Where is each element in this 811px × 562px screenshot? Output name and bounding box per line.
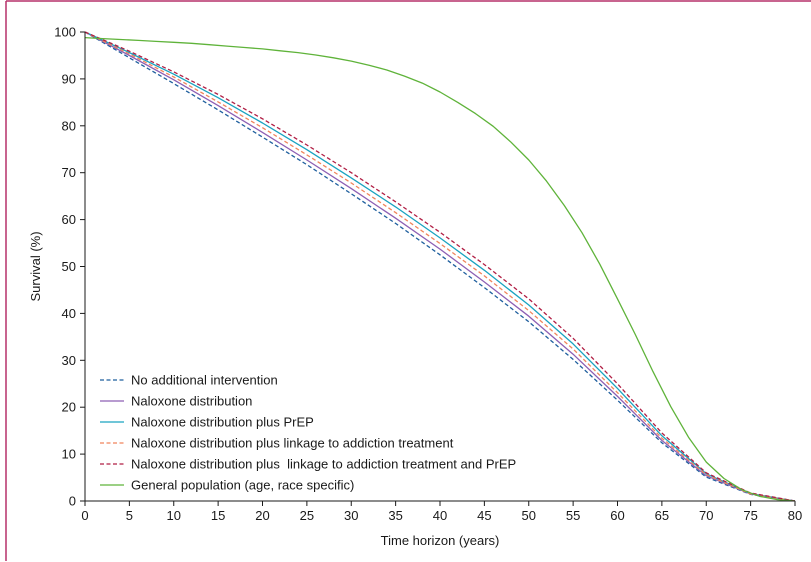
x-tick-label: 30 <box>344 508 358 523</box>
legend-label: Naloxone distribution plus linkage to ad… <box>131 436 454 451</box>
series-line-6 <box>84 36 796 502</box>
x-tick-label: 70 <box>699 508 713 523</box>
y-tick-label: 70 <box>62 165 76 180</box>
y-tick-label: 30 <box>62 353 76 368</box>
legend: No additional intervention Naloxone distr… <box>100 373 516 493</box>
y-tick-label: 80 <box>62 118 76 133</box>
y-tick-label: 50 <box>62 259 76 274</box>
x-tick-label: 45 <box>477 508 491 523</box>
x-tick-label: 10 <box>167 508 181 523</box>
x-tick-label: 20 <box>255 508 269 523</box>
legend-label: No additional intervention <box>131 373 278 388</box>
legend-label: Naloxone distribution plus PrEP <box>131 415 314 430</box>
x-tick-label: 25 <box>300 508 314 523</box>
series-line-3 <box>84 31 796 502</box>
y-tick-label: 20 <box>62 400 76 415</box>
y-tick-label: 10 <box>62 447 76 462</box>
x-tick-label: 35 <box>388 508 402 523</box>
x-tick-label: 80 <box>788 508 802 523</box>
legend-label: Naloxone distribution <box>131 394 252 409</box>
series-layer <box>84 31 796 502</box>
series-line-5 <box>84 31 796 502</box>
x-axis-ticks: 0 5 10 15 20 25 30 35 40 45 50 55 60 65 70 75 80 <box>81 501 802 523</box>
y-tick-label: 90 <box>62 71 76 86</box>
series-line-1 <box>84 31 796 502</box>
x-tick-label: 0 <box>81 508 88 523</box>
series-line-4 <box>84 31 796 502</box>
x-tick-label: 55 <box>566 508 580 523</box>
x-tick-label: 5 <box>126 508 133 523</box>
legend-label: General population (age, race specific) <box>131 478 354 493</box>
legend-label: Naloxone distribution plus linkage to ad… <box>131 457 516 472</box>
y-tick-label: 40 <box>62 306 76 321</box>
x-tick-label: 15 <box>211 508 225 523</box>
x-tick-label: 40 <box>433 508 447 523</box>
y-tick-label: 60 <box>62 212 76 227</box>
x-tick-label: 65 <box>655 508 669 523</box>
series-line-2 <box>84 31 796 502</box>
x-axis-title: Time horizon (years) <box>381 533 500 548</box>
y-tick-label: 100 <box>54 25 76 40</box>
x-tick-label: 75 <box>743 508 757 523</box>
x-tick-label: 50 <box>522 508 536 523</box>
x-tick-label: 60 <box>610 508 624 523</box>
y-tick-label: 0 <box>69 494 76 509</box>
y-axis-title: Survival (%) <box>28 231 43 301</box>
y-axis-ticks: 0 10 20 30 40 50 60 70 80 90 100 <box>54 25 85 509</box>
